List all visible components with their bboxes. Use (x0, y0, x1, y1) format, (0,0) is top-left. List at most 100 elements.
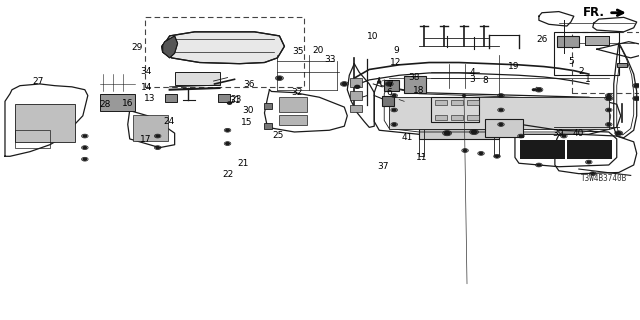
Text: T3W4B3740B: T3W4B3740B (581, 174, 627, 183)
Polygon shape (162, 32, 284, 64)
Bar (264, 123, 273, 129)
Circle shape (342, 83, 347, 85)
Circle shape (83, 147, 86, 149)
Text: FR.: FR. (583, 6, 605, 19)
Text: 18: 18 (413, 86, 424, 95)
Bar (132, 115, 168, 141)
Circle shape (355, 85, 360, 88)
Bar (435, 100, 447, 105)
Circle shape (634, 84, 639, 87)
Circle shape (536, 88, 541, 91)
Circle shape (156, 147, 159, 149)
Circle shape (607, 124, 611, 125)
Text: 40: 40 (572, 129, 584, 138)
Bar (280, 115, 307, 125)
Bar (404, 76, 426, 92)
Circle shape (471, 130, 477, 134)
Bar (350, 92, 362, 100)
Text: 21: 21 (237, 159, 248, 168)
Bar (617, 62, 627, 67)
Bar (15, 130, 50, 148)
Text: 8: 8 (483, 76, 488, 85)
Text: 3: 3 (470, 75, 476, 84)
Text: 26: 26 (536, 35, 547, 44)
Text: 11: 11 (416, 153, 428, 162)
Circle shape (463, 95, 465, 96)
Bar (100, 94, 135, 111)
Circle shape (607, 109, 611, 111)
Bar (389, 97, 609, 129)
Text: 39: 39 (552, 129, 563, 138)
Text: 5: 5 (569, 57, 575, 66)
Text: 12: 12 (390, 59, 402, 68)
Text: 4: 4 (470, 68, 476, 77)
Text: 24: 24 (164, 117, 175, 126)
Circle shape (392, 109, 396, 111)
Circle shape (606, 97, 611, 100)
Text: 33: 33 (324, 55, 335, 64)
Text: 30: 30 (242, 106, 253, 115)
Bar (554, 32, 619, 75)
Text: 27: 27 (33, 77, 44, 86)
Text: 15: 15 (241, 118, 253, 127)
Bar (467, 115, 479, 120)
Text: 34: 34 (140, 68, 151, 76)
Circle shape (495, 155, 499, 157)
Circle shape (463, 149, 467, 152)
Bar (585, 36, 609, 45)
Bar (145, 17, 305, 87)
Circle shape (562, 135, 566, 137)
Bar (557, 36, 579, 47)
Text: 35: 35 (292, 47, 303, 56)
Bar (431, 97, 479, 122)
Text: 41: 41 (402, 132, 413, 141)
Text: 23: 23 (230, 95, 242, 104)
Bar (280, 97, 307, 112)
Circle shape (499, 124, 503, 125)
Bar (15, 104, 75, 142)
Bar (382, 95, 394, 106)
Circle shape (587, 161, 591, 163)
Text: 1: 1 (585, 75, 591, 84)
Bar (264, 103, 273, 109)
Circle shape (83, 135, 86, 137)
Circle shape (277, 77, 282, 80)
Circle shape (616, 132, 621, 135)
Text: 10: 10 (367, 32, 378, 41)
Circle shape (226, 129, 229, 131)
Circle shape (479, 152, 483, 155)
Circle shape (444, 132, 450, 135)
Text: 14: 14 (141, 83, 152, 92)
Bar (350, 105, 362, 112)
Text: 38: 38 (408, 73, 420, 82)
Text: 31: 31 (229, 96, 241, 106)
Circle shape (226, 142, 229, 145)
Circle shape (537, 164, 541, 166)
Circle shape (591, 172, 595, 175)
Circle shape (634, 97, 639, 100)
Polygon shape (163, 36, 178, 58)
Text: 37: 37 (378, 162, 389, 171)
Text: 32: 32 (291, 88, 303, 97)
Bar (164, 94, 177, 102)
Circle shape (392, 94, 396, 97)
Text: 19: 19 (508, 62, 520, 71)
Circle shape (532, 89, 536, 91)
Bar (384, 80, 399, 92)
Circle shape (607, 94, 611, 97)
Bar (350, 78, 362, 87)
Text: 2: 2 (579, 67, 584, 76)
Circle shape (156, 135, 159, 137)
Text: 16: 16 (122, 99, 134, 108)
Bar (451, 100, 463, 105)
Circle shape (519, 135, 523, 137)
Bar (435, 115, 447, 120)
Bar (485, 119, 523, 137)
Text: 28: 28 (100, 100, 111, 109)
Text: 20: 20 (312, 46, 324, 55)
Circle shape (499, 109, 503, 111)
Text: 17: 17 (140, 135, 152, 144)
Text: 25: 25 (272, 131, 284, 140)
Bar (572, 32, 640, 92)
Text: 13: 13 (145, 94, 156, 103)
